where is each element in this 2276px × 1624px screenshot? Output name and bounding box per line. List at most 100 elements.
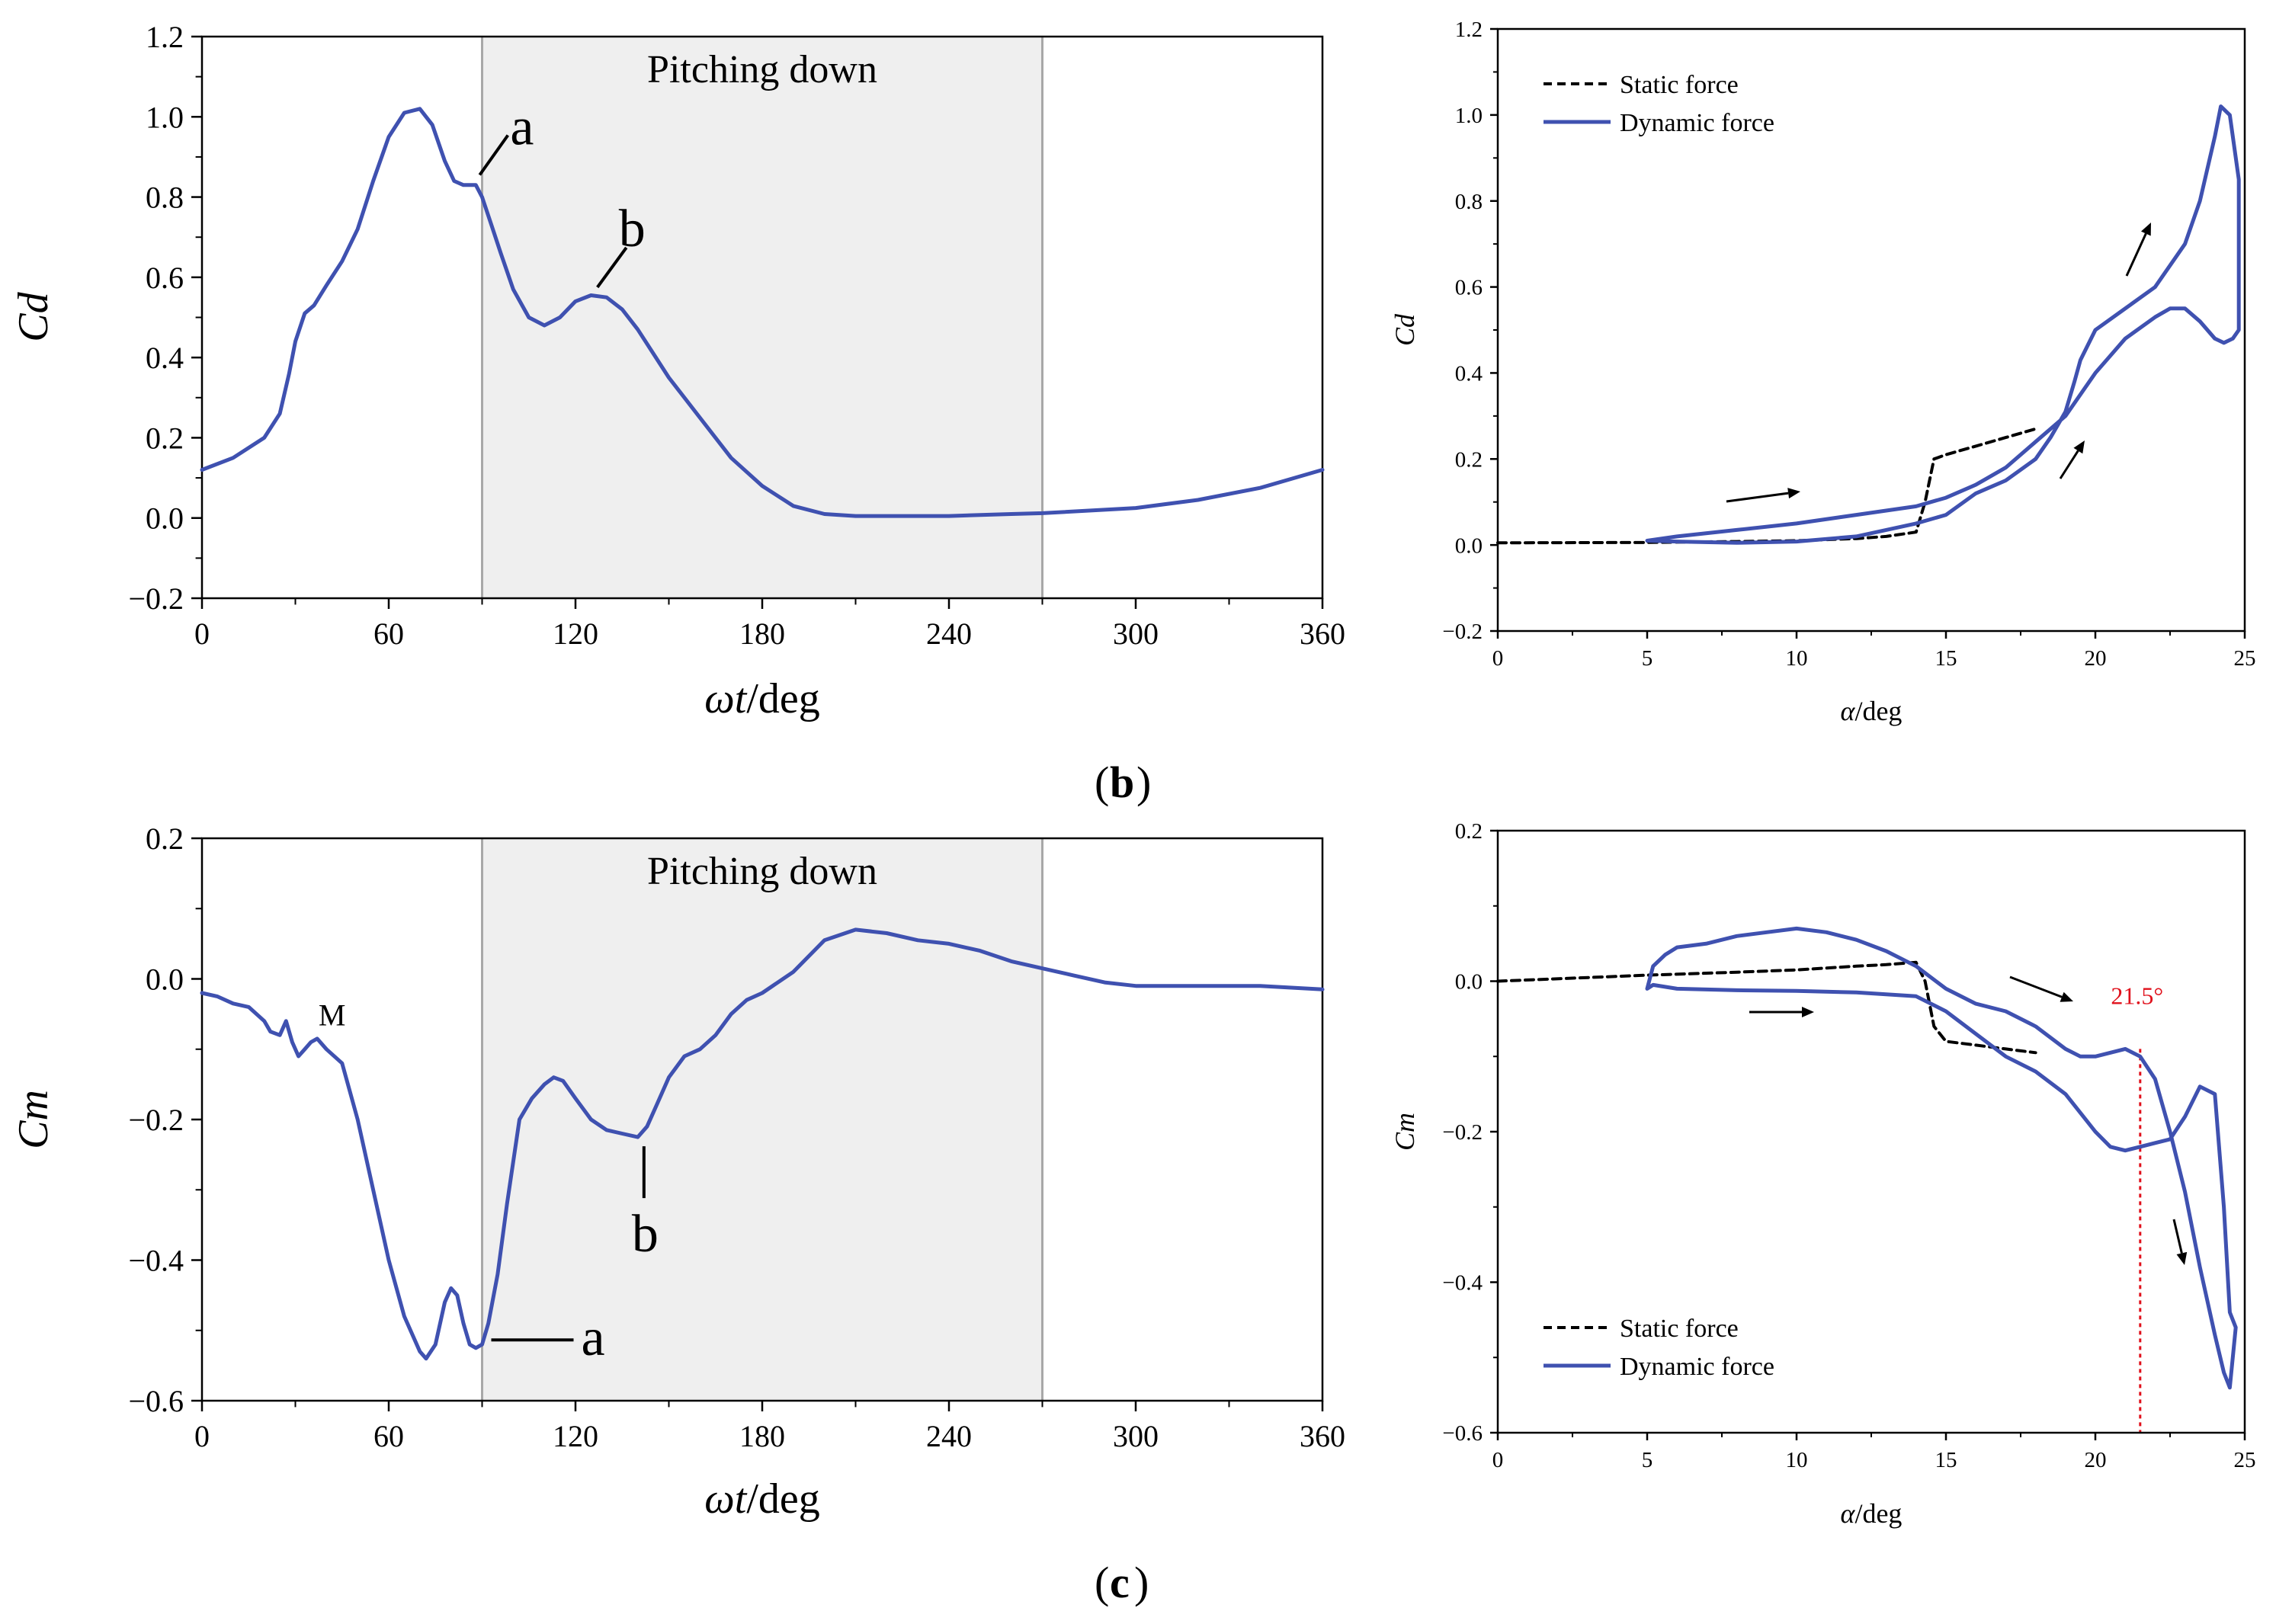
shaded-region <box>482 37 1043 598</box>
x-tick-label: 240 <box>926 617 972 651</box>
x-tick-label: 25 <box>2234 646 2256 671</box>
x-tick-label: 20 <box>2085 646 2107 671</box>
series-dynamic-force <box>200 927 1325 1361</box>
y-tick-label: 0.2 <box>146 421 184 455</box>
annotation-a: a <box>510 98 534 157</box>
direction-arrow <box>2059 440 2085 479</box>
y-tick-label: 1.0 <box>1455 104 1483 128</box>
series-dynamic-force <box>200 107 1325 518</box>
panel-label-c: c <box>1110 1558 1130 1607</box>
direction-arrow <box>1726 488 1800 503</box>
direction-arrow <box>2125 223 2151 277</box>
panel-label-b: b <box>1110 758 1134 807</box>
panel-label-c-close: ) <box>1134 1558 1149 1607</box>
x-tick-label: 10 <box>1786 1448 1808 1472</box>
x-tick-label: 300 <box>1113 617 1159 651</box>
y-tick-label: 0.2 <box>1455 819 1483 844</box>
y-tick-label: −0.6 <box>128 1384 184 1418</box>
chart-cd-vs-alpha: 0 5 10 15 20 25 −0.2 0.0 0.2 0.4 0.6 0.8 1.0 1.2 Cd α/d… <box>1390 18 2256 726</box>
direction-arrow-shaft <box>2059 450 2079 479</box>
y-tick-label: −0.6 <box>1442 1421 1483 1446</box>
y-tick-label: 0.0 <box>146 963 184 997</box>
chart-cm-vs-alpha: 21.5° 0 5 10 15 20 25 −0.6 −0.4 −0.2 0.0 0.2 Cm α/deg… <box>1390 819 2256 1529</box>
y-tick-label: 0.4 <box>146 341 184 375</box>
x-tick-label: 0 <box>194 617 210 651</box>
x-tick-label: 180 <box>739 1419 785 1453</box>
direction-arrow-head <box>2073 440 2085 454</box>
x-tick-label: 15 <box>1935 646 1957 671</box>
legend-label: Static force <box>1620 71 1739 99</box>
y-tick-label: 0.6 <box>146 261 184 295</box>
direction-arrow <box>1749 1007 1814 1017</box>
x-axis-label-symbol: α <box>1841 1498 1856 1529</box>
shaded-region <box>482 838 1043 1401</box>
x-tick-label: 15 <box>1935 1448 1957 1472</box>
series-dynamic-force <box>1645 104 2241 545</box>
x-axis-label-symbol: ωt <box>704 1475 748 1523</box>
x-tick-label: 0 <box>1492 1448 1504 1472</box>
panel-label-c-open: ( <box>1095 1558 1109 1607</box>
shaded-region-label: Pitching down <box>647 850 877 893</box>
y-tick-label: 0.0 <box>1455 970 1483 995</box>
y-tick-label: −0.2 <box>128 1103 184 1137</box>
annotation-leader-b <box>596 246 628 289</box>
y-tick-label: −0.2 <box>128 581 184 616</box>
direction-arrow <box>2009 975 2073 1002</box>
x-tick-label: 5 <box>1642 646 1653 671</box>
annotation-b: b <box>619 200 646 258</box>
legend-label: Dynamic force <box>1620 109 1774 137</box>
annotation-b: b <box>632 1205 659 1264</box>
y-tick-label: 1.2 <box>146 20 184 54</box>
direction-arrow-shaft <box>1726 492 1789 503</box>
annotation-m: M <box>319 998 346 1033</box>
direction-arrow-shaft <box>2172 1219 2183 1254</box>
x-tick-label: 60 <box>373 617 404 651</box>
reference-line-label: 21.5° <box>2111 982 2163 1009</box>
x-axis-label-unit: /deg <box>746 1475 819 1523</box>
plot-frame <box>1496 829 2246 1434</box>
x-axis-label: α/deg <box>1841 696 1903 726</box>
y-axis-label: Cd <box>1390 313 1420 346</box>
y-tick-label: 1.2 <box>1455 18 1483 42</box>
x-tick-label: 120 <box>553 617 598 651</box>
direction-arrow-head <box>2176 1251 2188 1265</box>
series-static-force <box>1496 960 2037 1055</box>
x-tick-label: 0 <box>194 1419 210 1453</box>
panel-label-b-close: ) <box>1136 758 1151 807</box>
legend-label: Static force <box>1620 1315 1739 1343</box>
x-tick-label: 20 <box>2085 1448 2107 1472</box>
y-tick-label: −0.2 <box>1442 1120 1483 1145</box>
chart-cm-vs-phase: Pitching down 0 60 120 180 240 300 360 −0.6 −0.4 −… <box>10 822 1345 1523</box>
direction-arrow-head <box>2060 991 2073 1002</box>
direction-arrow-head <box>2140 223 2151 236</box>
shaded-region-label: Pitching down <box>647 48 877 91</box>
y-tick-label: 0.0 <box>146 501 184 536</box>
y-tick-label: 0.2 <box>1455 447 1483 472</box>
x-axis-label-symbol: ωt <box>704 675 748 722</box>
series-dynamic-force <box>1645 926 2238 1390</box>
direction-arrow-head <box>1802 1007 1814 1017</box>
x-tick-label: 0 <box>1492 646 1504 671</box>
annotation-leader-a <box>478 134 509 176</box>
panel-label-b-open: ( <box>1095 758 1109 807</box>
x-tick-label: 360 <box>1300 617 1345 651</box>
legend-label: Dynamic force <box>1620 1353 1774 1381</box>
y-tick-label: 0.0 <box>1455 533 1483 558</box>
x-axis-label: ωt/deg <box>704 1475 820 1523</box>
y-tick-label: 0.6 <box>1455 276 1483 300</box>
x-tick-label: 180 <box>739 617 785 651</box>
x-tick-label: 5 <box>1642 1448 1653 1472</box>
x-tick-label: 25 <box>2234 1448 2256 1472</box>
y-tick-label: 0.2 <box>146 822 184 856</box>
y-tick-label: 1.0 <box>146 100 184 134</box>
annotation-a: a <box>582 1308 605 1367</box>
plot-frame <box>1496 27 2246 633</box>
x-axis-label-unit: /deg <box>1854 1498 1902 1529</box>
direction-arrow-head <box>1787 488 1800 499</box>
y-axis-label: Cm <box>1390 1113 1420 1151</box>
y-tick-label: 0.4 <box>1455 362 1483 386</box>
x-tick-label: 300 <box>1113 1419 1159 1453</box>
y-tick-label: 0.8 <box>1455 190 1483 214</box>
x-axis-label-unit: /deg <box>746 675 819 722</box>
